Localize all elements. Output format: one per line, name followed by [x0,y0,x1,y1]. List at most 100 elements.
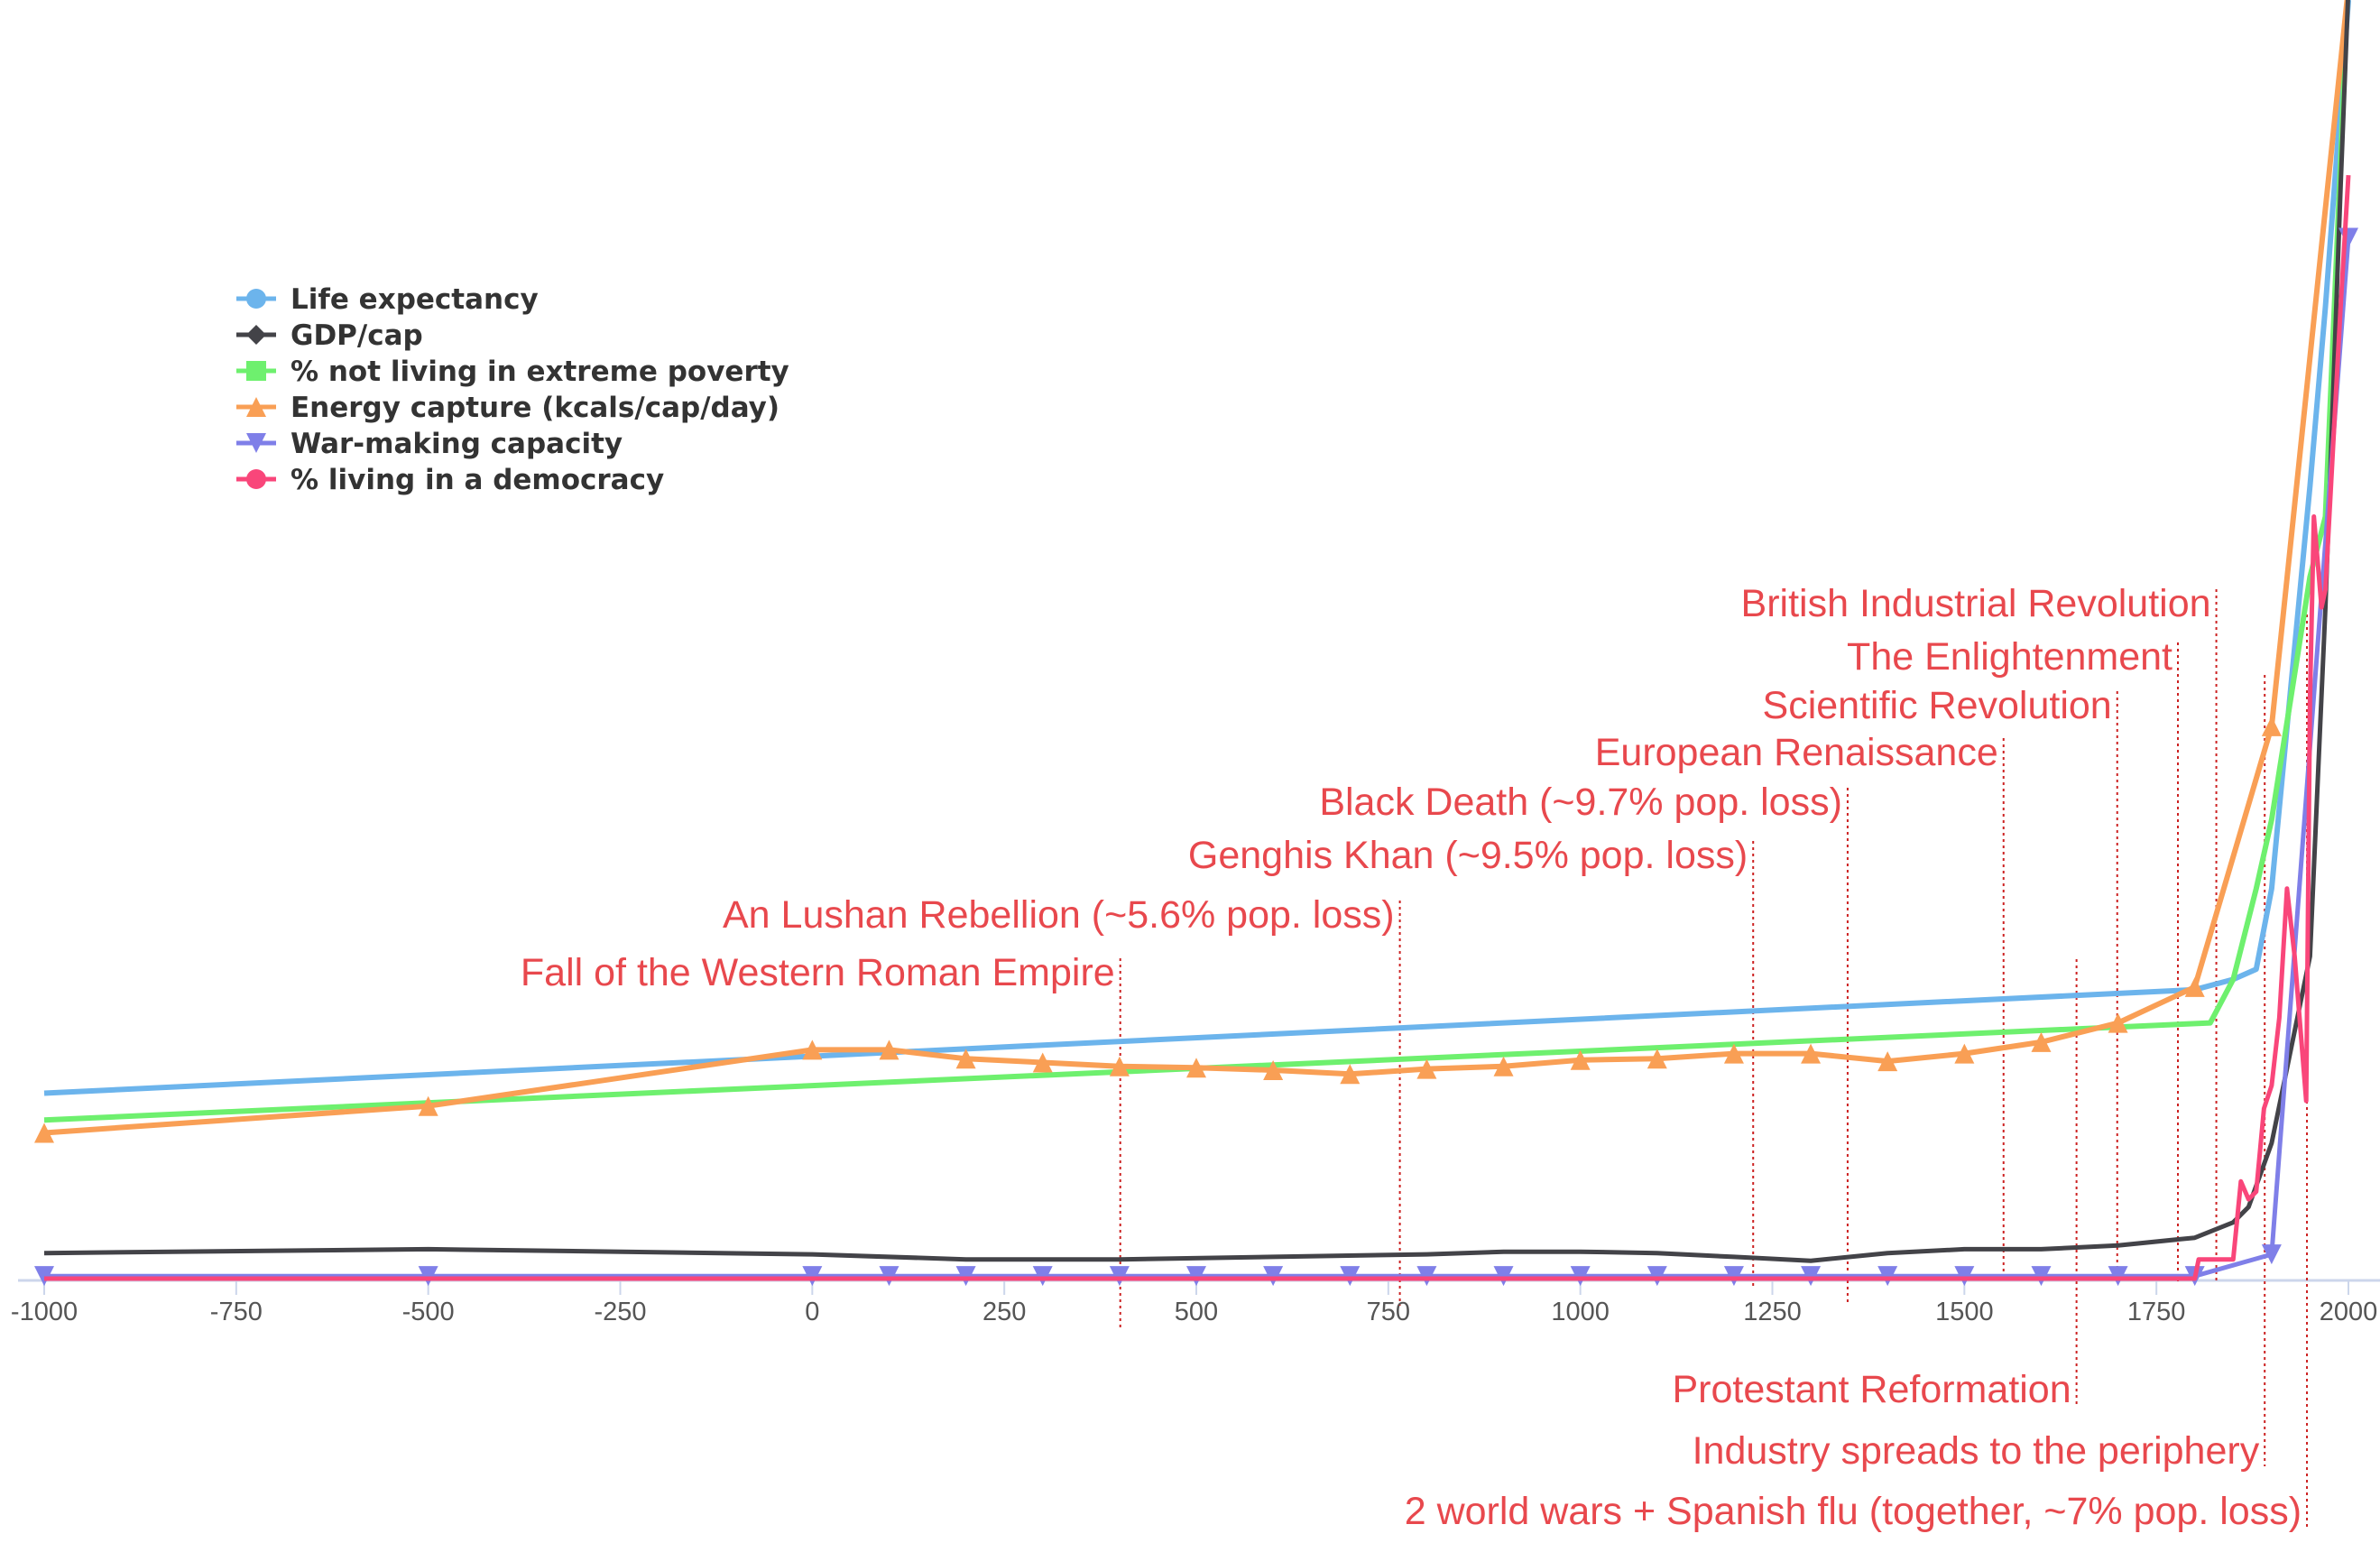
data-point [34,1266,54,1287]
x-tick-label: 750 [1367,1298,1410,1326]
data-point [2108,1012,2128,1033]
legend-item[interactable]: Energy capture (kcals/cap/day) [236,392,779,424]
annotation-label: 2 world wars + Spanish flu (together, ~7… [1405,1490,2302,1533]
data-point [1877,1266,1898,1287]
legend-label: % living in a democracy [291,464,664,496]
data-point [2338,227,2358,248]
data-point [1493,1056,1514,1076]
data-point [1723,1043,1744,1064]
legend-item[interactable]: War-making capacity [236,428,623,460]
legend-item[interactable]: Life expectancy [236,283,539,316]
x-tick-label: 1750 [2127,1298,2186,1326]
x-tick-label: 1000 [1551,1298,1610,1326]
series-line [43,0,2350,1136]
annotation-label: Scientific Revolution [1763,684,2112,727]
data-point [1263,1266,1284,1287]
legend-label: Energy capture (kcals/cap/day) [291,392,779,424]
annotation-label: Black Death (~9.7% pop. loss) [1319,781,1842,824]
data-point [1340,1064,1361,1085]
data-point [802,1266,823,1287]
data-point [1186,1266,1206,1287]
series-life-expectancy [43,0,2351,1096]
data-point [1723,1266,1744,1287]
data-point [1570,1049,1591,1070]
legend-item[interactable]: % not living in extreme poverty [236,356,789,388]
data-point [1109,1266,1130,1287]
data-point [1647,1049,1667,1069]
annotation-label: The Enlightenment [1847,635,2172,679]
data-point [1416,1266,1437,1287]
series-gdp-cap [43,0,2350,1263]
data-point [1340,1266,1361,1287]
x-tick-label: -500 [402,1298,455,1326]
data-point [1032,1266,1053,1287]
triangle-marker-icon [246,397,266,417]
data-point [2031,1266,2052,1287]
data-point [2261,716,2282,736]
data-point [1416,1058,1437,1079]
annotations: Fall of the Western Roman Empire An Lusha… [521,582,2309,1533]
annotation-label: Fall of the Western Roman Empire [521,951,1115,994]
x-tick-label: 500 [1175,1298,1218,1326]
data-point [34,1123,54,1143]
series--not-living-in-extreme-poverty [43,67,2348,1123]
x-tick-label: 0 [805,1298,819,1326]
data-point [2184,976,2205,997]
data-point [1877,1051,1898,1072]
annotation-label: Industry spreads to the periphery [1693,1429,2260,1473]
series-war-making-capacity [34,227,2358,1287]
x-tick-label: -1000 [11,1298,78,1326]
data-point [879,1266,899,1287]
data-point [418,1095,438,1116]
data-point [1954,1043,1975,1064]
circle-marker-icon [246,289,266,309]
series-energy-capture-kcals-cap-day- [34,0,2350,1143]
data-point [1954,1266,1975,1287]
annotation-label: British Industrial Revolution [1741,582,2211,625]
triangle-down-marker-icon [246,433,266,453]
legend-label: % not living in extreme poverty [291,356,789,388]
series-line [43,0,2350,1263]
circle-marker-icon [246,469,266,489]
series--living-in-a-democracy [44,174,2351,1281]
annotation-label: Genghis Khan (~9.5% pop. loss) [1188,834,1748,877]
plot-area [34,0,2358,1287]
square-marker-icon [246,361,266,381]
data-point [1263,1060,1284,1081]
data-point [418,1266,438,1287]
x-tick-label: -250 [594,1298,646,1326]
data-point [955,1049,976,1069]
data-point [802,1039,823,1060]
x-axis: -1000 -750 -500 -250 0 250 500 750 1000 1250 1500 1… [11,1279,2380,1326]
data-point [2108,1266,2128,1287]
annotation-label: An Lushan Rebellion (~5.6% pop. loss) [723,893,1395,937]
series-line [44,174,2351,1281]
data-point [1493,1266,1514,1287]
data-point [1570,1266,1591,1287]
data-point [879,1039,899,1060]
data-point [1109,1056,1130,1076]
legend-label: Life expectancy [291,283,539,316]
data-point [1801,1043,1822,1064]
x-tick-label: 250 [982,1298,1026,1326]
data-point [1647,1266,1667,1287]
annotation-label: Protestant Reformation [1672,1368,2071,1411]
diamond-marker-icon [246,325,266,345]
annotation-label: European Renaissance [1595,731,1998,774]
x-tick-label: -750 [210,1298,263,1326]
legend-item[interactable]: % living in a democracy [236,464,664,496]
legend-label: GDP/cap [291,319,423,352]
x-tick-label: 2000 [2320,1298,2378,1326]
data-point [1801,1266,1822,1287]
legend-item[interactable]: GDP/cap [236,319,423,352]
data-point [955,1266,976,1287]
x-tick-label: 1500 [1935,1298,1994,1326]
data-point [1032,1052,1053,1073]
data-point [2031,1031,2052,1052]
legend-label: War-making capacity [291,428,623,460]
series-line [43,0,2351,1096]
data-point [2261,1244,2282,1265]
data-point [1186,1058,1206,1078]
